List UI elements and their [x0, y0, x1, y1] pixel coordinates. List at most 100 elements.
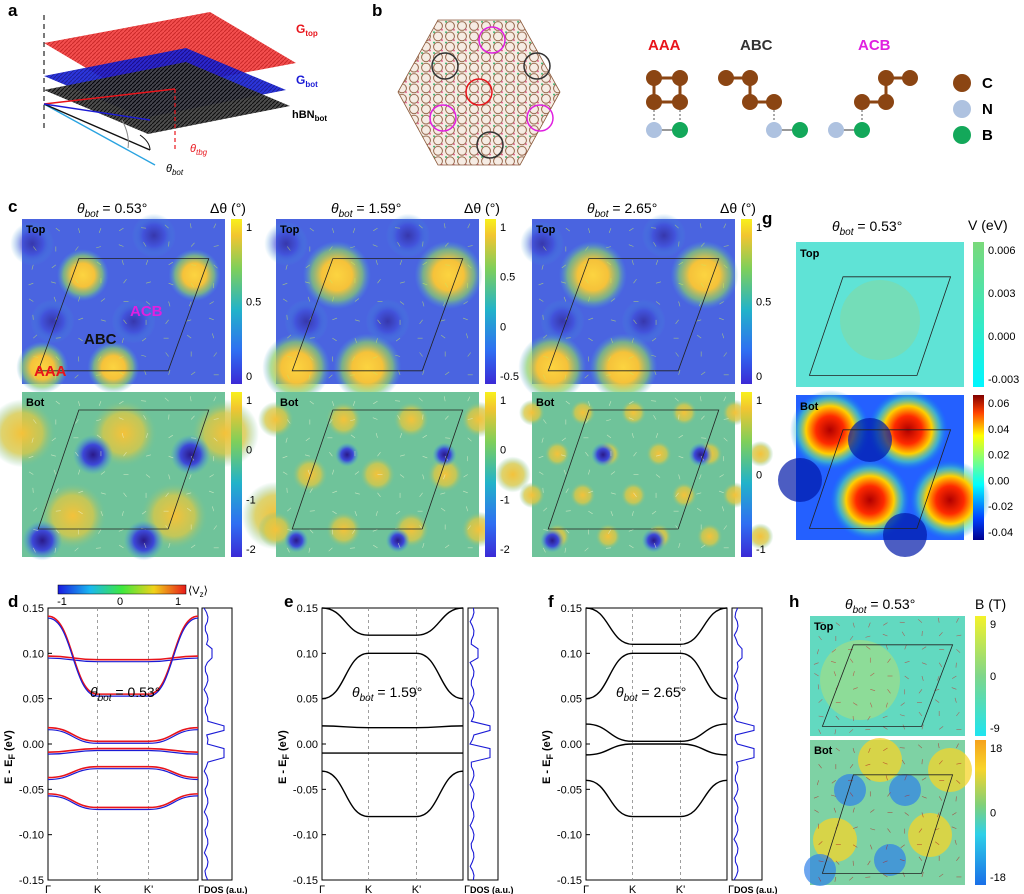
aaa-site-circle — [465, 78, 493, 106]
colorbar-tick: -1 — [756, 544, 766, 556]
svg-text:θtbg: θtbg — [190, 143, 208, 157]
moire-hexagon — [397, 19, 561, 166]
colorbar-tick: 1 — [756, 222, 762, 234]
dos-axes — [731, 607, 763, 881]
c-title: θbot = 1.59° — [331, 200, 401, 220]
band-ytick: 0.15 — [23, 603, 44, 615]
band-line — [47, 615, 199, 695]
c-bot-colorbar — [741, 392, 752, 557]
colorbar-tick: 9 — [990, 619, 996, 631]
dos-curve — [733, 607, 755, 881]
g-row-label-top: Top — [800, 248, 820, 260]
band-annotation: θbot = 2.65° — [616, 684, 686, 704]
c-region-abc: ABC — [84, 331, 117, 348]
moire-unit-cell — [821, 774, 954, 874]
c-row-label-bot: Bot — [26, 397, 45, 409]
panel-b-letter: b — [372, 1, 382, 20]
band-line — [47, 657, 199, 663]
stacking-aaa: AAA — [648, 37, 681, 54]
hbn-label: hBN — [292, 109, 315, 121]
band-ytick: -0.05 — [293, 784, 318, 796]
colorbar-tick: 0.5 — [246, 297, 261, 309]
panel-a-schematic: Gtop Gbot hBNbot θtbg θbot — [43, 12, 327, 177]
svg-text:hBNbot: hBNbot — [292, 109, 327, 123]
c-top-colorbar — [231, 219, 242, 384]
band-xtick: Γ — [45, 884, 51, 894]
c-bot-colorbar — [485, 392, 496, 557]
colorbar-tick: -18 — [990, 872, 1006, 884]
svg-text:θbot = 0.53°: θbot = 0.53° — [845, 596, 915, 616]
colorbar-tick: 1 — [500, 222, 506, 234]
band-ytick: 0.00 — [561, 739, 582, 751]
colorbar-tick: 0.003 — [988, 288, 1016, 300]
dos-label: DOS (a.u.) — [204, 885, 248, 894]
legend-b: B — [982, 127, 993, 144]
colorbar-tick: 0 — [246, 371, 252, 383]
c-region-aaa: AAA — [34, 363, 67, 380]
panel-c-letter: c — [8, 197, 17, 216]
c-top-colorbar — [485, 219, 496, 384]
band-line — [585, 779, 728, 818]
band-ytick: -0.15 — [557, 875, 582, 887]
band-ytick: 0.10 — [297, 648, 318, 660]
colorbar-tick: 0.04 — [988, 424, 1009, 436]
panel-a-letter: a — [8, 1, 18, 20]
c-colorbar-label: Δθ (°) — [210, 200, 246, 216]
band-ytick: 0.05 — [23, 694, 44, 706]
colorbar-tick: -0.04 — [988, 527, 1013, 539]
h-title-theta: θ — [845, 596, 853, 612]
colorbar-tick: -9 — [990, 723, 1000, 735]
band-annotation: θbot = 0.53° — [90, 684, 160, 704]
band-annotation: θbot = 1.59° — [352, 684, 422, 704]
panel-g-letter: g — [762, 209, 772, 228]
vz-label: ⟨Vz⟩ — [188, 585, 208, 599]
band-ylabel: E - EF (eV) — [277, 730, 291, 784]
colorbar-tick: 1 — [756, 395, 762, 407]
g-bot-sub: bot — [305, 80, 318, 89]
moire-unit-cell — [808, 429, 952, 529]
dos-curve — [469, 607, 491, 881]
g-title-theta: θ — [832, 218, 840, 234]
colorbar-tick: 0 — [756, 470, 762, 482]
band-ytick: 0.10 — [23, 648, 44, 660]
band-xtick: K' — [676, 884, 685, 894]
c-title: θbot = 0.53° — [77, 200, 147, 220]
band-xtick: K — [94, 884, 102, 894]
band-ytick: -0.10 — [557, 830, 582, 842]
band-line — [585, 652, 728, 700]
band-ytick: 0.10 — [561, 648, 582, 660]
colorbar-tick: 0 — [990, 808, 996, 820]
stacking-acb: ACB — [858, 37, 891, 54]
band-xtick: Γ — [464, 884, 470, 894]
vz-colorbar — [57, 584, 187, 595]
colorbar-tick: 18 — [990, 743, 1002, 755]
h-bot-colorbar — [975, 740, 986, 885]
theta-tbg-label: θ — [190, 143, 196, 155]
band-ytick: 0.15 — [297, 603, 318, 615]
h-row-label-bot: Bot — [814, 745, 833, 757]
band-line — [47, 726, 199, 743]
g-title-value: = 0.53° — [854, 218, 903, 234]
colorbar-tick: -2 — [246, 544, 256, 556]
svg-text:θbot = 0.53°: θbot = 0.53° — [832, 218, 902, 238]
svg-text:Gbot: Gbot — [296, 73, 318, 89]
panel-band-letter: d — [8, 592, 18, 611]
c-bot-colorbar — [231, 392, 242, 557]
legend-n: N — [982, 101, 993, 118]
svg-text:Gtop: Gtop — [296, 22, 318, 38]
vz-tick: -1 — [57, 596, 67, 608]
band-ytick: -0.10 — [293, 830, 318, 842]
band-line — [47, 768, 199, 781]
band-ytick: -0.15 — [19, 875, 44, 887]
band-ytick: -0.10 — [19, 830, 44, 842]
c-row-label-top: Top — [536, 224, 556, 236]
c-row-label-top: Top — [26, 224, 46, 236]
dos-axes — [467, 607, 499, 881]
svg-text:θbot: θbot — [166, 163, 184, 177]
band-xtick: Γ — [319, 884, 325, 894]
moire-unit-cell — [37, 258, 210, 372]
moire-unit-cell — [808, 276, 952, 376]
band-line — [585, 723, 728, 742]
g-bot-label: G — [296, 73, 305, 87]
